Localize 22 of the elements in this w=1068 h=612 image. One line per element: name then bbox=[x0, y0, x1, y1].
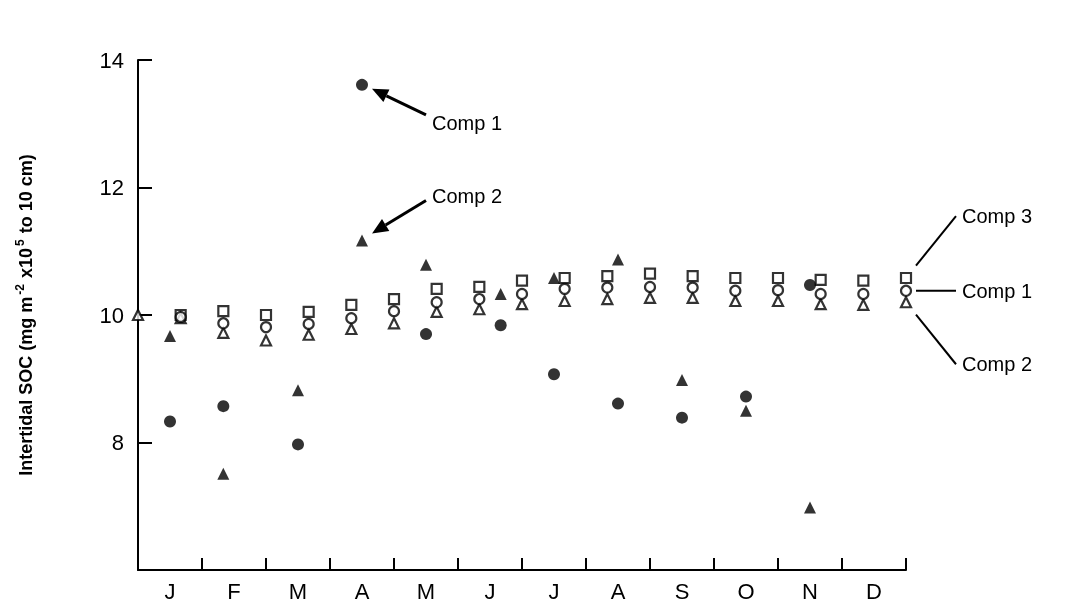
y-axis-title: Intertidal SOC (mg m-2 x105 to 10 cm) bbox=[13, 154, 36, 476]
annotation: Comp 1 bbox=[432, 111, 503, 134]
x-tick-label: A bbox=[610, 578, 626, 604]
x-tick-label: M bbox=[416, 578, 436, 604]
x-tick-label: A bbox=[354, 578, 370, 604]
y-tick-label: 8 bbox=[111, 430, 124, 455]
y-tick-label: 14 bbox=[99, 47, 124, 73]
y-tick-label: 12 bbox=[99, 175, 124, 200]
x-tick-label: O bbox=[737, 578, 755, 604]
x-tick-label: N bbox=[802, 578, 818, 604]
x-tick-label: F bbox=[227, 578, 241, 604]
x-tick-label: J bbox=[164, 578, 176, 604]
x-tick-label: S bbox=[674, 578, 690, 604]
annotation: Comp 2 bbox=[432, 185, 503, 208]
legend-label: Comp 1 bbox=[962, 279, 1033, 302]
text: Comp 3 bbox=[962, 205, 1033, 228]
x-tick-label: M bbox=[288, 578, 308, 604]
x-tick-label: J bbox=[484, 578, 496, 604]
x-tick-label: J bbox=[548, 578, 560, 604]
text: Comp 2 bbox=[962, 353, 1033, 376]
x-tick-label: D bbox=[866, 578, 882, 604]
y-tick-label: 10 bbox=[99, 302, 124, 328]
